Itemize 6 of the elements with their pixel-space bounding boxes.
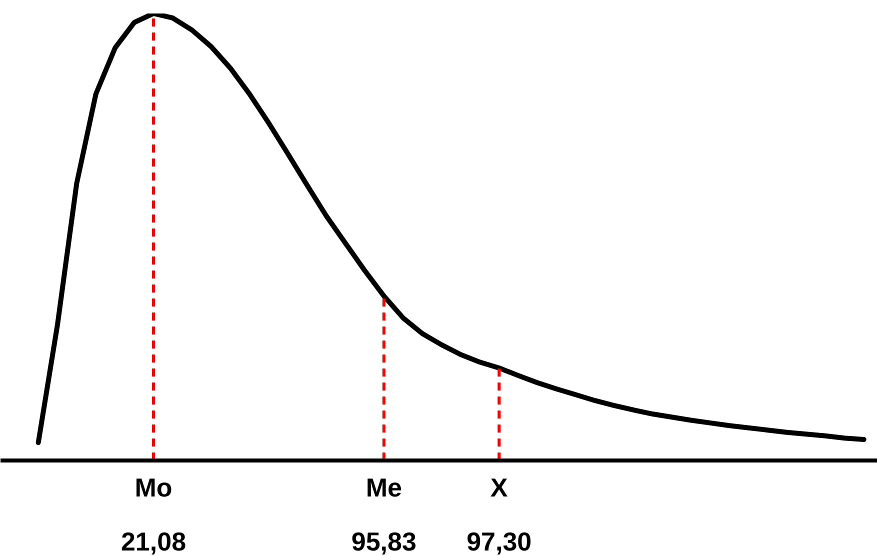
x-tick-label: Me xyxy=(366,472,402,502)
text: 21,08 xyxy=(120,526,186,556)
x-tick-label: Mo xyxy=(134,472,172,502)
text: 95,83 xyxy=(351,526,416,556)
text: 97,30 xyxy=(466,526,532,556)
x-tick-label: X xyxy=(490,472,508,502)
